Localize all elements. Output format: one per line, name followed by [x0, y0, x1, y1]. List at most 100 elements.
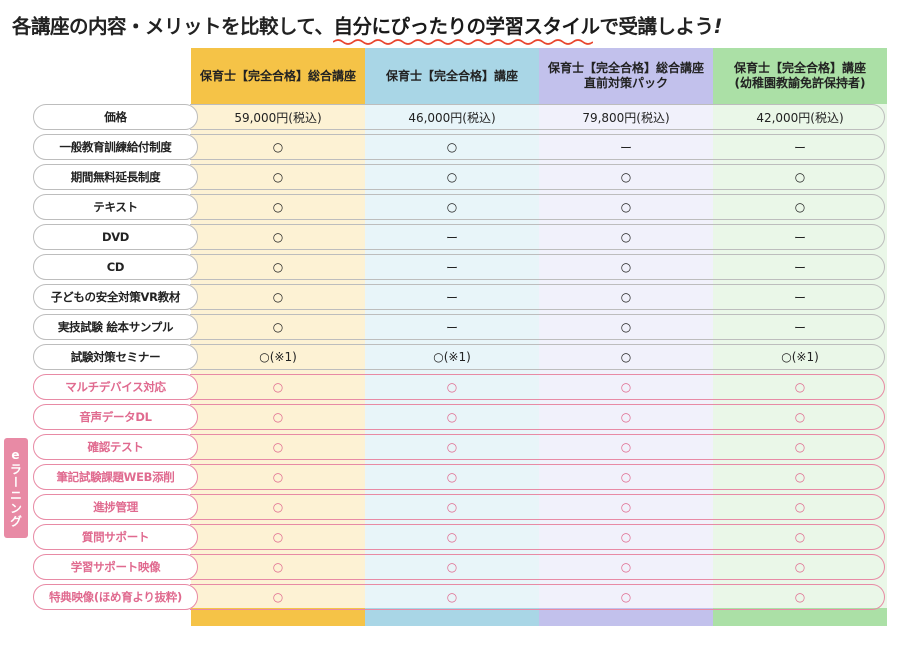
table-cell: ○ — [272, 590, 284, 604]
table-cell: ○ — [620, 320, 632, 334]
table-cell: ○ — [446, 560, 458, 574]
table-cell: ○ — [620, 590, 632, 604]
table-row — [190, 134, 885, 160]
table-cell: ○ — [446, 170, 458, 184]
elearning-label: eラーニング — [8, 448, 23, 528]
table-row — [190, 434, 885, 460]
table-cell: ○ — [272, 200, 284, 214]
table-cell: ー — [793, 260, 806, 275]
table-cell: ○ — [620, 170, 632, 184]
table-cell: ○ — [272, 440, 284, 454]
table-cell: ー — [793, 140, 806, 155]
title-post: で受講しよう — [599, 15, 714, 38]
table-cell: ー — [445, 290, 458, 305]
table-cell: ○ — [620, 200, 632, 214]
row-label: テキスト — [33, 194, 198, 220]
table-cell: ○ — [620, 230, 632, 244]
table-row — [190, 374, 885, 400]
table-cell: ○ — [620, 260, 632, 274]
title-pre: 各講座の内容・メリットを比較して、 — [12, 15, 334, 38]
table-cell: ○ — [272, 500, 284, 514]
column-background-3 — [539, 48, 713, 626]
row-label: 一般教育訓練給付制度 — [33, 134, 198, 160]
column-header-2: 保育士【完全合格】講座 — [365, 48, 539, 104]
table-cell: ○ — [272, 230, 284, 244]
table-cell: ー — [445, 230, 458, 245]
table-cell: ○ — [794, 380, 806, 394]
table-cell: ○ — [272, 470, 284, 484]
column-header-line2: 直前対策パック — [583, 76, 668, 90]
table-cell: ○(※1) — [433, 350, 471, 364]
table-cell: ○(※1) — [259, 350, 297, 364]
column-background-1 — [191, 48, 365, 626]
table-cell: ー — [793, 230, 806, 245]
row-label: 音声データDL — [33, 404, 198, 430]
table-cell: ○ — [620, 410, 632, 424]
table-cell: ○ — [446, 530, 458, 544]
table-cell: ○(※1) — [781, 350, 819, 364]
column-header-line1: 保育士【完全合格】総合講座 — [199, 68, 356, 83]
table-cell: ○ — [620, 440, 632, 454]
row-label: 確認テスト — [33, 434, 198, 460]
title-bang: ! — [713, 15, 722, 38]
table-cell: ○ — [272, 140, 284, 154]
row-label: 実技試験 絵本サンプル — [33, 314, 198, 340]
table-cell: ○ — [272, 410, 284, 424]
table-cell: ○ — [272, 170, 284, 184]
table-cell: ○ — [794, 200, 806, 214]
table-cell: ○ — [272, 260, 284, 274]
table-cell: 46,000円(税込) — [408, 110, 496, 125]
column-header-4: 保育士【完全合格】講座 (幼稚園教諭免許保持者) — [713, 48, 887, 104]
table-row — [190, 164, 885, 190]
row-label: DVD — [33, 224, 198, 250]
table-cell: 42,000円(税込) — [756, 110, 844, 125]
table-row — [190, 224, 885, 250]
title-emphasis-wrap: 自分にぴったりの学習スタイル — [333, 15, 600, 45]
table-cell: ○ — [446, 470, 458, 484]
column-header-line1: 保育士【完全合格】総合講座 — [547, 61, 704, 75]
column-header-text: 保育士【完全合格】総合講座 — [200, 69, 356, 84]
row-label: 価格 — [33, 104, 198, 130]
table-cell: ○ — [620, 560, 632, 574]
table-row — [190, 254, 885, 280]
table-row — [190, 464, 885, 490]
table-cell: ○ — [272, 290, 284, 304]
table-row — [190, 194, 885, 220]
table-cell: ○ — [272, 320, 284, 334]
row-label: 学習サポート映像 — [33, 554, 198, 580]
table-row — [190, 524, 885, 550]
table-cell: ○ — [794, 170, 806, 184]
row-label: マルチデバイス対応 — [33, 374, 198, 400]
row-label: 試験対策セミナー — [33, 344, 198, 370]
row-label: 質問サポート — [33, 524, 198, 550]
table-cell: ○ — [446, 140, 458, 154]
elearning-badge: eラーニング — [4, 438, 28, 538]
table-row — [190, 344, 885, 370]
table-cell: ー — [445, 320, 458, 335]
page-title: 各講座の内容・メリットを比較して、自分にぴったりの学習スタイル で受講しよう! — [12, 10, 902, 45]
column-header-line1: 保育士【完全合格】講座 — [733, 61, 866, 75]
row-label: 期間無料延長制度 — [33, 164, 198, 190]
row-label: 特典映像(ほめ育より抜粋) — [33, 584, 198, 610]
row-label: 筆記試験課題WEB添削 — [33, 464, 198, 490]
table-cell: ○ — [446, 380, 458, 394]
column-header-line1: 保育士【完全合格】講座 — [385, 68, 518, 83]
column-header-text: 保育士【完全合格】講座 — [386, 69, 518, 84]
table-cell: ○ — [620, 470, 632, 484]
table-row — [190, 404, 885, 430]
table-cell: ○ — [620, 290, 632, 304]
table-cell: ○ — [272, 380, 284, 394]
table-cell: ○ — [794, 560, 806, 574]
row-label: CD — [33, 254, 198, 280]
table-cell: ー — [793, 290, 806, 305]
column-background-4 — [713, 48, 887, 626]
table-row — [190, 284, 885, 310]
table-row — [190, 314, 885, 340]
table-cell: ー — [793, 320, 806, 335]
table-row — [190, 584, 885, 610]
column-header-3: 保育士【完全合格】総合講座 直前対策パック — [539, 48, 713, 104]
table-cell: ○ — [794, 440, 806, 454]
table-cell: 59,000円(税込) — [234, 110, 322, 125]
table-cell: ○ — [620, 380, 632, 394]
table-cell: ○ — [620, 530, 632, 544]
